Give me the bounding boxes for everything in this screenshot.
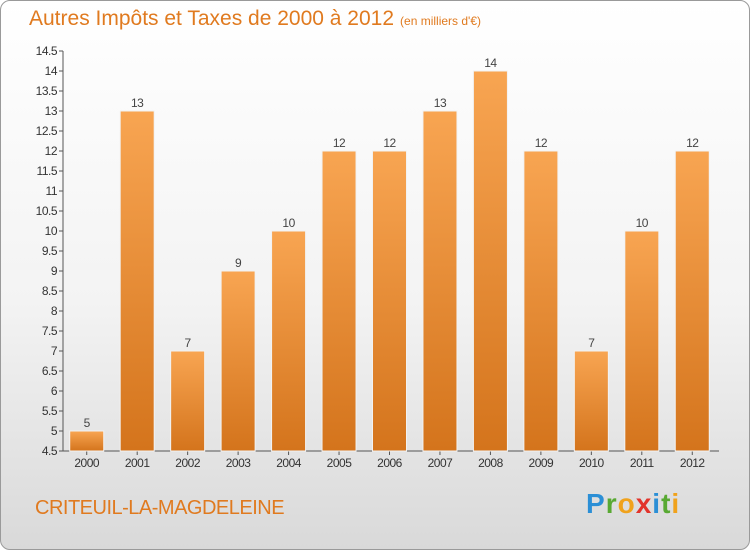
bar-2000[interactable]: [69, 430, 105, 452]
y-tick-label: 5.5: [42, 404, 58, 418]
data-label: 14: [484, 56, 497, 70]
x-tick-label: 2005: [327, 456, 353, 470]
data-label: 7: [588, 336, 595, 350]
logo-letter: t: [661, 488, 672, 519]
data-label: 10: [282, 216, 295, 230]
y-tick-label: 10: [45, 224, 58, 238]
logo-letter: x: [635, 488, 653, 519]
logo-letter: r: [605, 488, 618, 519]
data-label: 12: [333, 136, 346, 150]
y-tick-label: 6.5: [42, 364, 58, 378]
x-tick-label: 2003: [226, 456, 252, 470]
data-label: 5: [84, 416, 91, 430]
x-tick-label: 2002: [175, 456, 201, 470]
y-tick-label: 8.5: [42, 284, 58, 298]
y-tick-label: 14: [45, 64, 58, 78]
logo-letter: P: [586, 488, 606, 519]
y-tick-label: 6: [51, 384, 58, 398]
bar-2002[interactable]: [170, 350, 206, 452]
proxiti-logo[interactable]: Proxiti: [586, 488, 680, 520]
y-tick-label: 13.5: [36, 84, 58, 98]
y-tick-label: 4.5: [42, 444, 58, 458]
y-tick-label: 12: [45, 144, 58, 158]
data-label: 12: [383, 136, 396, 150]
bar-2001[interactable]: [119, 110, 155, 452]
y-tick-label: 9: [51, 264, 58, 278]
logo-letter: i: [671, 488, 681, 519]
y-tick-label: 5: [51, 424, 58, 438]
data-label: 13: [434, 96, 447, 110]
data-label: 7: [185, 336, 192, 350]
y-tick-label: 11.5: [37, 164, 58, 178]
bar-2011[interactable]: [624, 230, 660, 452]
data-label: 10: [636, 216, 649, 230]
x-tick-label: 2004: [276, 456, 302, 470]
y-tick-label: 14.5: [36, 44, 58, 58]
bar-2009[interactable]: [523, 150, 559, 452]
y-tick-label: 11: [46, 184, 58, 198]
x-tick-label: 2008: [478, 456, 504, 470]
y-tick-label: 10.5: [36, 204, 58, 218]
y-tick-label: 8: [51, 304, 58, 318]
bar-2005[interactable]: [321, 150, 357, 452]
bar-2010[interactable]: [573, 350, 609, 452]
data-label: 13: [131, 96, 144, 110]
x-tick-label: 2011: [630, 456, 655, 470]
bar-2006[interactable]: [372, 150, 407, 452]
x-tick-label: 2010: [579, 456, 605, 470]
x-tick-label: 2001: [125, 456, 151, 470]
y-tick-label: 12.5: [36, 124, 58, 138]
chart-title: Autres Impôts et Taxes de 2000 à 2012 (en…: [29, 7, 481, 31]
title-text: Autres Impôts et Taxes de 2000 à 2012: [29, 7, 395, 30]
bar-2004[interactable]: [271, 230, 307, 452]
x-tick-label: 2009: [529, 456, 555, 470]
data-label: 12: [535, 136, 548, 150]
commune-name: CRITEUIL-LA-MAGDELEINE: [35, 497, 285, 519]
x-tick-label: 2006: [377, 456, 403, 470]
bar-2012[interactable]: [674, 150, 710, 452]
unit-label: (en milliers d'€): [400, 14, 482, 28]
logo-letter: o: [617, 488, 636, 519]
x-tick-label: 2012: [680, 456, 706, 470]
y-tick-label: 7.5: [42, 324, 58, 338]
bar-2007[interactable]: [422, 110, 458, 452]
y-tick-label: 13: [45, 104, 58, 118]
bar-2003[interactable]: [220, 270, 256, 452]
x-tick-label: 2000: [74, 456, 100, 470]
x-tick-label: 2007: [428, 456, 454, 470]
data-label: 9: [235, 256, 242, 270]
bar-2008[interactable]: [472, 70, 508, 452]
y-tick-label: 7: [51, 344, 58, 358]
logo-letter: i: [652, 488, 662, 519]
data-label: 12: [686, 136, 699, 150]
y-tick-label: 9.5: [42, 244, 58, 258]
